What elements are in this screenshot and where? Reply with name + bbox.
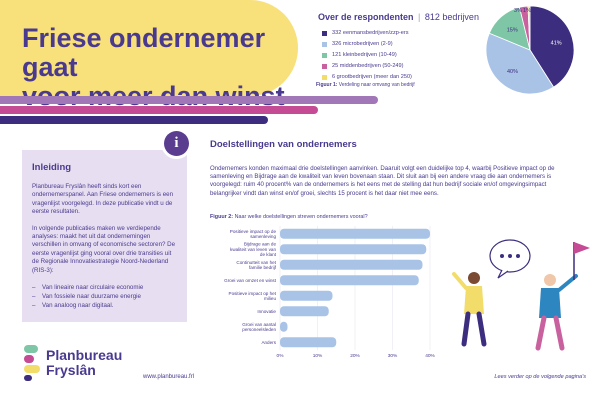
legend-item: 332 eenmansbedrijven/zzp-ers [322,28,482,38]
legend-item: 25 middenbedrijven (50-249) [322,61,482,71]
logo-wordmark: Planbureau Fryslân [46,348,122,378]
info-icon: i [164,131,189,156]
pie-slice [485,32,555,95]
figure-2-label: Figuur 2: [210,214,234,220]
x-tick-label: 30% [388,353,398,359]
legend-swatch [322,63,327,69]
flag-icon [573,242,590,280]
person-right-icon [535,274,578,351]
pie-label: 3% [514,8,522,14]
x-tick-label: 10% [313,353,323,359]
category-label: Groei van aantal personeelsleden [242,322,276,332]
respondents-heading: Over de respondenten [318,12,414,22]
intro-bullet: Van lineaire naar circulaire economie [32,283,177,292]
bar [280,244,427,255]
logo-line-2: Fryslân [46,362,96,378]
pie-slice [527,5,531,51]
category-label: Positieve impact op het milieu [229,291,277,301]
intro-heading: Inleiding [32,162,72,173]
respondents-separator: | [418,12,421,22]
figure-2-caption: Figuur 2: Naar welke doelstellingen stre… [210,214,368,220]
intro-paragraph-2: In volgende publicaties maken we verdiep… [32,224,176,274]
legend-swatch [322,52,327,58]
header-band [0,0,298,96]
legend-label: 25 middenbedrijven (50-249) [332,63,404,69]
person-left-icon [452,272,487,347]
footer-next-page: Lees verder op de volgende pagina's [494,374,586,380]
bar [280,275,419,286]
bar [280,259,423,270]
bar [280,228,430,239]
legend-label: 6 grootbedrijven (meer dan 250) [332,74,412,80]
pie-label: 41% [551,40,562,46]
people-illustration [452,239,590,351]
figure-1-label: Figuur 1: [316,82,338,88]
intro-bullet-list: Van lineaire naar circulaire economie Va… [32,283,177,310]
respondents-title: Over de respondenten | 812 bedrijven [318,12,479,22]
category-label: Groei van omzet en winst [224,278,277,283]
figure-2-text: Naar welke doelstellingen streven ondern… [234,214,368,220]
decor-stripe-lilac [0,96,378,104]
bar [280,321,288,332]
speech-bubble-icon [489,239,531,279]
category-label: Bijdrage aan de kwaliteit van leven van de… [230,242,277,257]
intro-bullet: Van fossiele naar duurzame energie [32,292,177,301]
footer-url-link[interactable]: www.planbureau.frl [143,374,195,380]
x-tick-label: 20% [350,353,360,359]
title-line-1: Friese ondernemer gaat [22,23,266,82]
respondents-legend: 332 eenmansbedrijven/zzp-ers 326 microbed… [322,28,482,83]
legend-swatch [322,41,327,47]
category-label: Innovatie [257,309,276,314]
legend-item: 326 microbedrijven (2-9) [322,39,482,49]
legend-label: 332 eenmansbedrijven/zzp-ers [332,30,409,36]
intro-bullet: Van analoog naar digitaal. [32,301,177,310]
bar [280,337,337,348]
x-tick-label: 0% [277,353,285,359]
legend-item: 121 kleinbedrijven (10-49) [322,50,482,60]
page-title: Friese ondernemer gaat voor meer dan win… [22,24,292,111]
decor-stripe-pink [0,106,318,114]
bar [280,306,329,317]
intro-box: Inleiding Planbureau Fryslân heeft sinds… [22,150,187,322]
x-tick-label: 40% [425,353,435,359]
intro-paragraph-1: Planbureau Fryslân heeft sinds kort een … [32,183,174,216]
pie-label: 40% [507,69,518,75]
category-label: Continuïteit van het familie bedrijf [236,260,276,270]
planbureau-logo-icon [24,345,40,381]
category-label: Anders [261,340,276,345]
pie-label: 15% [507,27,518,33]
doelstellingen-heading: Doelstellingen van ondernemers [210,139,357,150]
respondents-pie-chart: 41% 40% 15% 3% 1% [485,5,575,95]
logo-line-1: Planbureau [46,347,123,363]
pie-label: 1% [523,8,531,14]
doelstellingen-paragraph: Ondernemers konden maximaal drie doelste… [210,165,555,197]
figure-1-text: Verdeling naar omvang van bedrijf [338,82,415,88]
category-label: Positieve impact op de samenleving [230,229,277,239]
figure-1-caption: Figuur 1: Verdeling naar omvang van bedr… [316,82,415,88]
legend-swatch [322,74,327,80]
decor-stripe-purple [0,116,268,124]
respondents-count: 812 bedrijven [424,12,479,22]
legend-item: 6 grootbedrijven (meer dan 250) [322,72,482,82]
bar [280,290,333,301]
legend-label: 326 microbedrijven (2-9) [332,41,393,47]
legend-label: 121 kleinbedrijven (10-49) [332,52,397,58]
legend-swatch [322,30,327,36]
goals-bar-chart: 0% 10% 20% 30% 40% Positieve impact op de same… [224,226,436,359]
